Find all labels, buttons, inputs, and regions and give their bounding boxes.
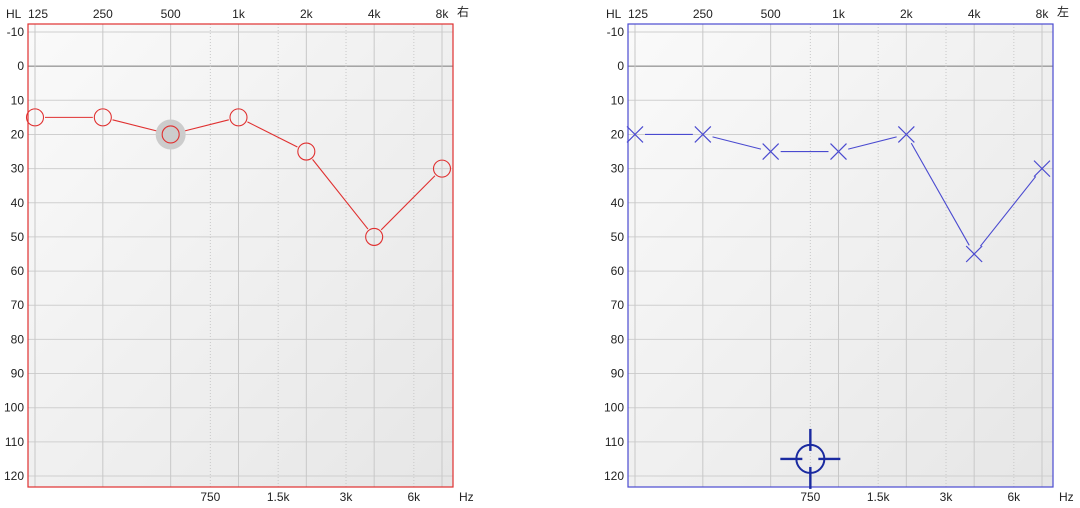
plot-frame	[627, 23, 1054, 488]
selected-point-highlight	[155, 119, 186, 150]
hl-corner-label: HL	[6, 7, 22, 21]
y-tick-label: 100	[604, 401, 624, 415]
y-tick-label: 70	[11, 298, 25, 312]
y-tick-label: 110	[5, 435, 24, 449]
y-tick-label: 120	[4, 469, 24, 483]
data-point-circle[interactable]	[229, 108, 248, 127]
x-top-tick-label: 250	[93, 7, 113, 21]
series-line-segment	[112, 119, 162, 133]
series-line-segment	[247, 121, 298, 148]
y-tick-label: 50	[11, 230, 25, 244]
x-bottom-tick-label: 750	[200, 490, 220, 504]
y-tick-label: 90	[11, 367, 25, 381]
x-top-tick-label: 8k	[1036, 7, 1050, 21]
ear-label: 右	[457, 4, 469, 19]
x-bottom-tick-label: 750	[800, 490, 820, 504]
y-tick-label: 110	[605, 435, 624, 449]
data-point-cross[interactable]	[897, 126, 915, 143]
y-tick-label: 10	[611, 93, 625, 107]
y-tick-label: 120	[604, 469, 624, 483]
x-unit-label: Hz	[459, 490, 474, 504]
series-line-segment	[848, 136, 897, 150]
x-unit-label: Hz	[1059, 490, 1074, 504]
ear-label: 左	[1057, 4, 1069, 19]
x-bottom-tick-label: 3k	[940, 490, 954, 504]
x-top-tick-label: 4k	[368, 7, 382, 21]
y-tick-label: 80	[611, 332, 625, 346]
series-line-segment	[380, 175, 436, 231]
y-tick-label: -10	[7, 25, 25, 39]
data-point-cross[interactable]	[694, 126, 712, 143]
y-tick-label: 70	[611, 298, 625, 312]
x-top-tick-label: 4k	[968, 7, 982, 21]
x-top-tick-label: 250	[693, 7, 713, 21]
series-line-segment	[712, 136, 762, 150]
data-point-circle[interactable]	[25, 108, 45, 127]
x-bottom-tick-label: 3k	[340, 490, 354, 504]
x-top-tick-label: 125	[28, 7, 48, 21]
hl-corner-label: HL	[606, 7, 622, 21]
y-tick-label: 80	[11, 332, 25, 346]
y-tick-label: 90	[611, 367, 625, 381]
plot-background	[28, 24, 453, 487]
x-top-tick-label: 2k	[300, 7, 314, 21]
data-point-circle[interactable]	[161, 125, 180, 144]
y-tick-label: 50	[611, 230, 625, 244]
x-top-tick-label: 8k	[436, 7, 450, 21]
y-tick-label: 60	[11, 264, 25, 278]
x-bottom-tick-label: 6k	[408, 490, 422, 504]
y-tick-label: 60	[611, 264, 625, 278]
data-point-cross[interactable]	[626, 126, 644, 143]
x-top-tick-label: 500	[761, 7, 781, 21]
audiogram-svg: -10 0 10 20 30 40 50 60 70 80 90 100 110 120 125 250 500…	[4, 4, 474, 504]
audiogram-right-ear[interactable]: -10 0 10 20 30 40 50 60 70 80 90 100 110 120 125 250 500…	[0, 0, 490, 508]
x-top-tick-label: 1k	[832, 7, 846, 21]
y-tick-label: 20	[11, 127, 25, 141]
y-tick-label: 0	[17, 59, 24, 73]
y-tick-label: 0	[617, 59, 624, 73]
audiogram-left-ear[interactable]: -10 0 10 20 30 40 50 60 70 80 90 100 110 120 125 250 500…	[596, 0, 1080, 508]
x-bottom-tick-label: 1.5k	[267, 490, 291, 504]
data-point-cross[interactable]	[965, 245, 983, 263]
data-point-circle[interactable]	[432, 159, 452, 178]
y-tick-label: 10	[11, 93, 25, 107]
audiogram-svg: -10 0 10 20 30 40 50 60 70 80 90 100 110 120 125 250 500…	[604, 4, 1074, 504]
data-point-circle[interactable]	[365, 227, 384, 246]
data-point-circle[interactable]	[93, 108, 112, 127]
plot-frame	[27, 23, 454, 488]
series-line-segment	[180, 119, 229, 133]
x-top-tick-label: 500	[161, 7, 181, 21]
y-tick-label: -10	[607, 25, 625, 39]
y-tick-label: 40	[611, 196, 625, 210]
data-point-cross[interactable]	[762, 143, 780, 160]
data-point-cross[interactable]	[1033, 160, 1051, 178]
data-point-circle[interactable]	[297, 142, 316, 161]
y-tick-label: 30	[611, 162, 625, 176]
x-top-tick-label: 125	[628, 7, 648, 21]
plot-background	[628, 24, 1053, 487]
x-bottom-tick-label: 1.5k	[867, 490, 891, 504]
x-top-tick-label: 2k	[900, 7, 914, 21]
x-bottom-tick-label: 6k	[1008, 490, 1022, 504]
y-tick-label: 100	[4, 401, 24, 415]
y-tick-label: 40	[11, 196, 25, 210]
x-top-tick-label: 1k	[232, 7, 246, 21]
crosshair-cursor-icon[interactable]	[780, 428, 841, 489]
data-point-cross[interactable]	[830, 143, 847, 160]
series-line-segment	[312, 159, 369, 230]
series-line-segment	[979, 176, 1037, 247]
series-line-segment	[910, 142, 970, 246]
y-tick-label: 20	[611, 127, 625, 141]
y-tick-label: 30	[11, 162, 25, 176]
